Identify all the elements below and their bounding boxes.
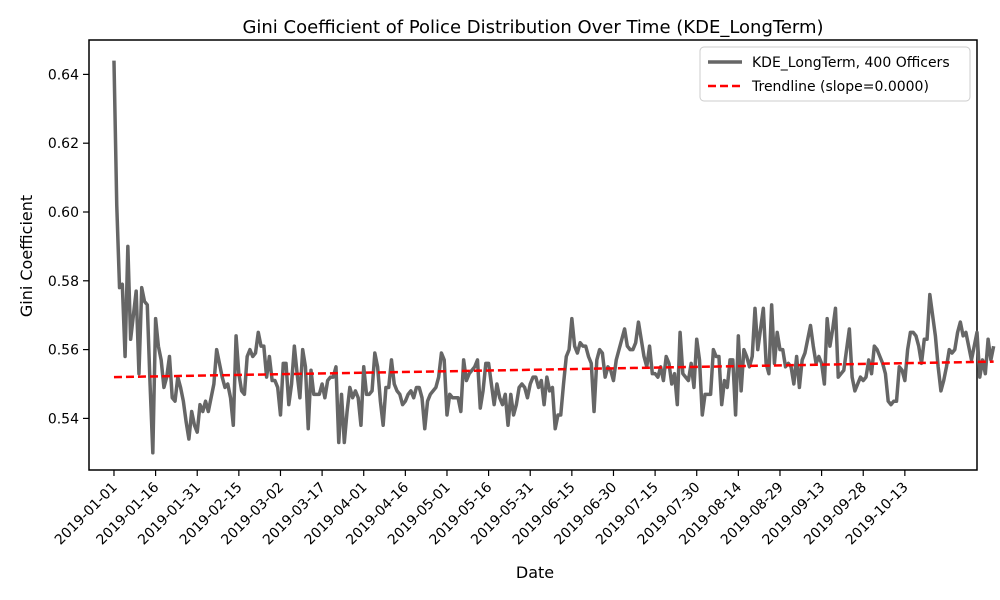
series-line-gini xyxy=(112,60,996,455)
legend-label-gini: KDE_LongTerm, 400 Officers xyxy=(752,55,950,71)
y-tick-label: 0.56 xyxy=(48,343,79,359)
series-layer xyxy=(112,60,996,455)
y-tick-label: 0.58 xyxy=(48,274,79,290)
legend: KDE_LongTerm, 400 Officers Trendline (sl… xyxy=(699,46,971,102)
legend-label-trendline: Trendline (slope=0.0000) xyxy=(751,79,929,95)
y-tick-label: 0.64 xyxy=(48,67,79,83)
chart-title: Gini Coefficient of Police Distribution … xyxy=(242,17,823,38)
series-line-trendline xyxy=(113,360,994,379)
y-tick-label: 0.62 xyxy=(48,136,79,152)
plot-frame xyxy=(88,39,978,471)
y-tick-label: 0.54 xyxy=(48,411,79,427)
y-axis-label: Gini Coefficient xyxy=(17,195,36,317)
y-tick-label: 0.60 xyxy=(48,205,79,221)
legend-box xyxy=(699,46,971,102)
y-axis: 0.54 0.56 0.58 0.60 0.62 0.64 xyxy=(48,67,89,427)
x-axis-label: Date xyxy=(516,563,554,582)
